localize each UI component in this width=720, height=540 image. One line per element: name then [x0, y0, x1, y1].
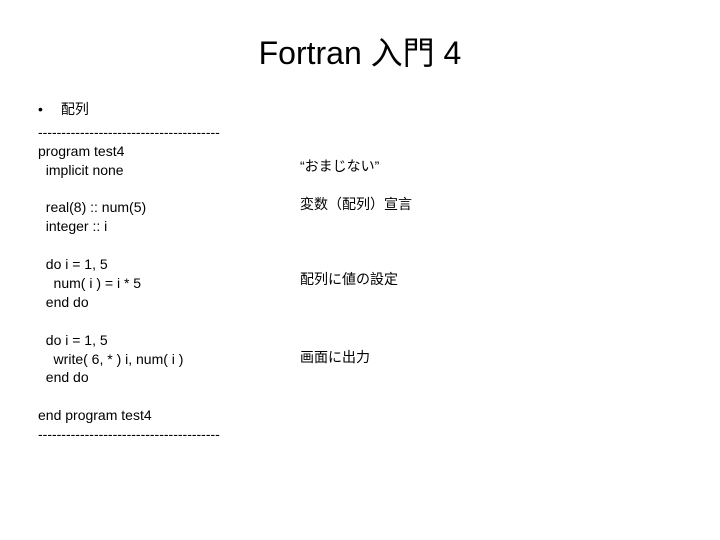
dash-line-top: --------------------------------------- [38, 123, 220, 142]
annotation-omajinai: “おまじない” [300, 157, 379, 176]
content-block: • 配列 -----------------------------------… [38, 100, 220, 444]
slide-title: Fortran 入門 4 [0, 28, 720, 74]
annotation-assign: 配列に値の設定 [300, 270, 398, 289]
bullet-label: 配列 [61, 100, 89, 119]
bullet-icon: • [38, 100, 43, 119]
dash-line-bottom: --------------------------------------- [38, 425, 220, 444]
code-lines: program test4 implicit none real(8) :: n… [38, 142, 183, 425]
code-block: program test4 implicit none real(8) :: n… [38, 142, 220, 425]
bullet-row: • 配列 [38, 100, 220, 119]
annotation-output: 画面に出力 [300, 348, 370, 367]
annotation-declaration: 変数（配列）宣言 [300, 195, 412, 214]
